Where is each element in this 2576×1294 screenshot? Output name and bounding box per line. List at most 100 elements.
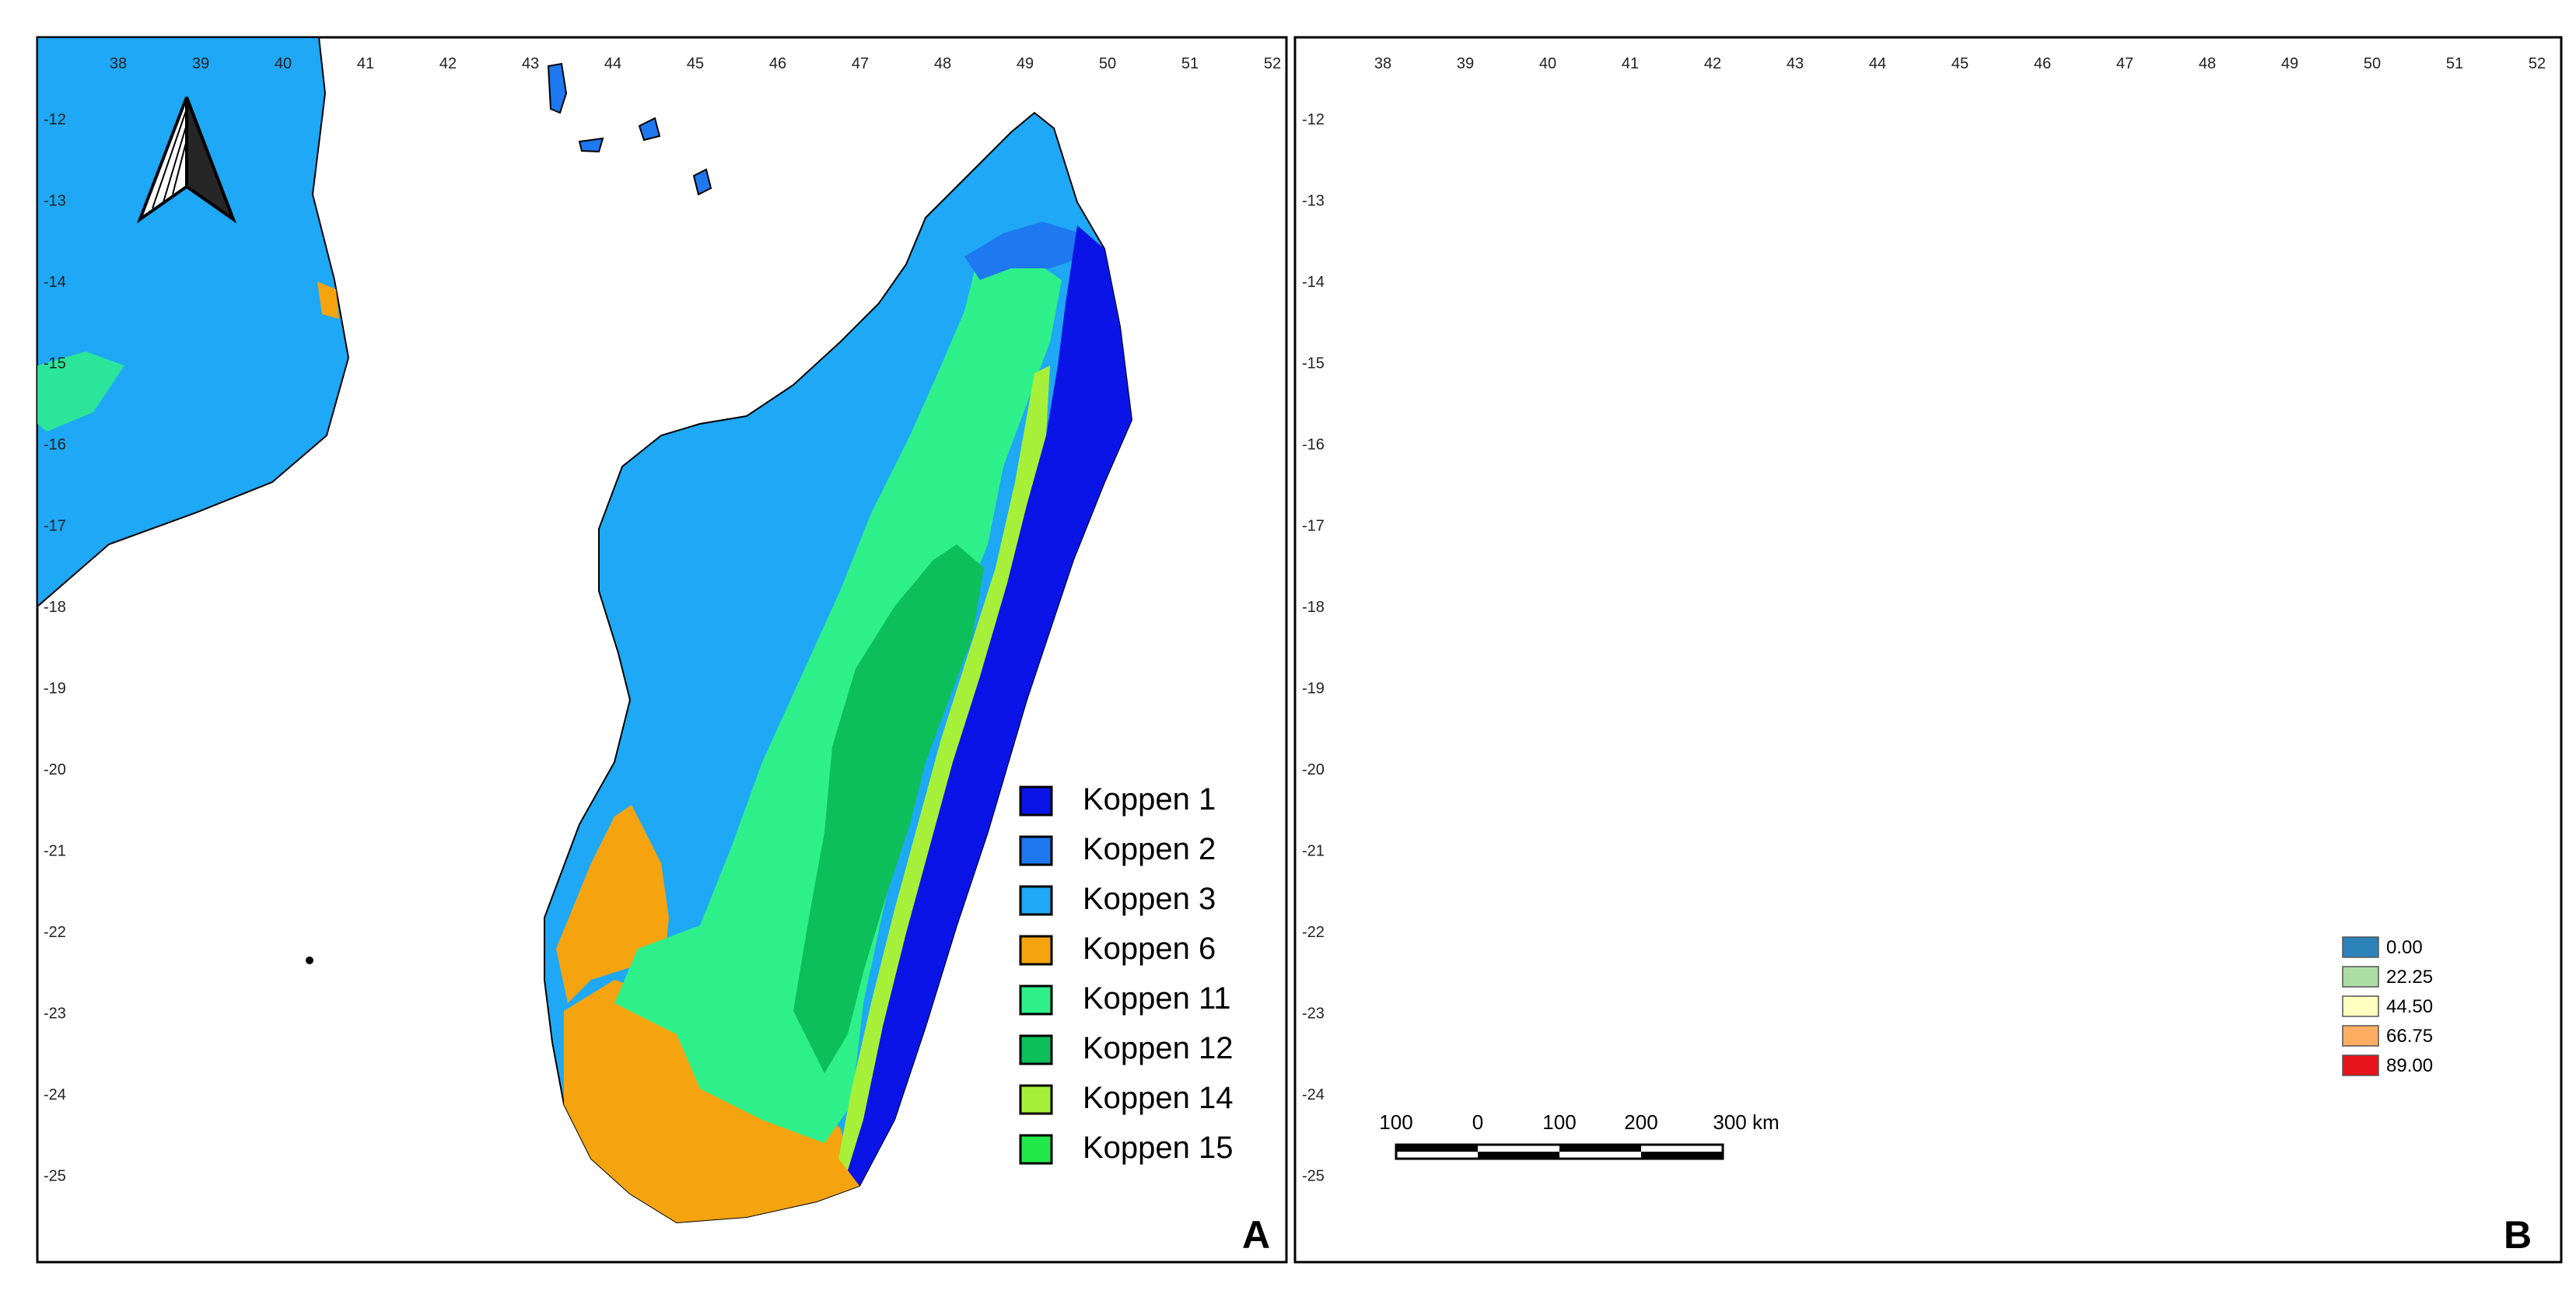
koppen11-region: [614, 257, 1062, 1143]
koppen12-region: [793, 544, 984, 1073]
longitude-tick-label: 40: [275, 55, 292, 72]
longitude-tick-label: 45: [687, 55, 704, 72]
latitude-tick-label: -23: [44, 1005, 66, 1023]
north-arrow-icon: [136, 96, 237, 224]
longitude-tick-label: 52: [2529, 55, 2546, 72]
longitude-tick-label: 46: [2034, 55, 2051, 72]
latitude-tick-label: -23: [1302, 1005, 1325, 1023]
longitude-tick-label: 44: [604, 55, 621, 72]
legend-swatch: [1019, 984, 1053, 1016]
latitude-tick-label: -17: [44, 518, 66, 535]
latitude-tick-label: -25: [44, 1168, 66, 1185]
map-b-elevation-legend: 0.00 22.25 44.50 66.75 89.00: [2342, 936, 2433, 1076]
legend-swatch: [1019, 1034, 1053, 1065]
latitude-tick-label: -14: [1302, 274, 1325, 291]
koppen2-region: [964, 222, 1085, 280]
latitude-tick-label: -12: [1302, 111, 1325, 128]
latitude-tick-label: -14: [44, 274, 66, 291]
longitude-tick-label: 44: [1869, 55, 1886, 72]
longitude-tick-label: 48: [2199, 55, 2216, 72]
legend-swatch: [2342, 1054, 2379, 1076]
legend-swatch: [1019, 935, 1053, 966]
latitude-tick-label: -15: [44, 355, 66, 372]
legend-swatch: [1019, 785, 1053, 817]
latitude-tick-label: -20: [44, 761, 66, 778]
latitude-tick-label: -15: [1302, 355, 1325, 372]
map-b-graticule-labels: 38 39 40 41 42 43 44 45 46 47 48 49 50 51 52 -12 -13 -14 -…: [1302, 55, 2546, 1185]
longitude-tick-label: 43: [522, 55, 539, 72]
latitude-tick-label: -24: [1302, 1086, 1325, 1103]
longitude-tick-label: 49: [2281, 55, 2298, 72]
scale-bar-label: 100: [1542, 1110, 1576, 1134]
legend-swatch: [1019, 1084, 1053, 1115]
legend-label: Koppen 2: [1083, 832, 1216, 866]
longitude-tick-label: 46: [769, 55, 786, 72]
koppen1-region: [848, 226, 1132, 1186]
map-a-legend: Koppen 1 Koppen 2 Koppen 3 Koppen 6 Koppen 1…: [1019, 782, 1234, 1165]
comoros-island-1: [547, 62, 568, 114]
legend-label: Koppen 12: [1083, 1031, 1234, 1065]
latitude-tick-label: -25: [1302, 1168, 1325, 1185]
legend-swatch: [1019, 885, 1053, 916]
latitude-tick-label: -18: [1302, 599, 1325, 616]
legend-swatch: [1019, 835, 1053, 866]
legend-label: 0.00: [2386, 937, 2423, 958]
longitude-tick-label: 50: [2364, 55, 2381, 72]
legend-swatch: [1019, 1134, 1053, 1165]
africa-koppen11-patch: [37, 351, 124, 432]
longitude-tick-label: 40: [1539, 55, 1556, 72]
latitude-tick-label: -20: [1302, 761, 1325, 778]
map-panel-a: 38 39 40 41 42 43 44 45 46 47 48 49 50 51 52 -12 -13 -14 -…: [36, 36, 1288, 1264]
longitude-tick-label: 41: [1622, 55, 1639, 72]
map-b-frame: [1293, 36, 2563, 1264]
map-a-graticule-labels: 38 39 40 41 42 43 44 45 46 47 48 49 50 51 52 -12 -13 -14 -…: [44, 55, 1281, 1185]
longitude-tick-label: 38: [110, 55, 127, 72]
panel-label-a: A: [1242, 1213, 1270, 1257]
longitude-tick-label: 52: [1264, 55, 1281, 72]
scale-bar-label: 300 km: [1713, 1110, 1779, 1134]
latitude-tick-label: -21: [44, 843, 66, 860]
longitude-tick-label: 49: [1017, 55, 1034, 72]
legend-swatch: [2342, 1025, 2379, 1047]
scale-bar-labels: 100 0 100 200 300 km: [1379, 1110, 1779, 1134]
panel-label-b: B: [2504, 1213, 2532, 1257]
scale-bar-label: 0: [1472, 1110, 1483, 1134]
longitude-tick-label: 51: [2446, 55, 2463, 72]
latitude-tick-label: -17: [1302, 518, 1325, 535]
scale-bar-label: 100: [1379, 1110, 1412, 1134]
africa-landmass-a: [37, 37, 350, 608]
latitude-tick-label: -22: [1302, 924, 1325, 941]
legend-label: Koppen 1: [1083, 782, 1216, 817]
legend-swatch: [2342, 936, 2379, 958]
comoros-island-3: [638, 117, 661, 142]
scale-bar: 100 0 100 200 300 km: [1379, 1110, 1780, 1160]
latitude-tick-label: -13: [44, 193, 66, 210]
longitude-tick-label: 41: [357, 55, 374, 72]
legend-label: Koppen 3: [1083, 882, 1216, 916]
longitude-tick-label: 43: [1787, 55, 1804, 72]
scale-bar-label: 200: [1624, 1110, 1657, 1134]
mayotte-island: [692, 168, 712, 196]
latitude-tick-label: -19: [44, 680, 66, 698]
latitude-tick-label: -19: [1302, 680, 1325, 698]
comoros-island-2: [578, 137, 604, 153]
latitude-tick-label: -24: [44, 1086, 66, 1103]
longitude-tick-label: 47: [852, 55, 869, 72]
longitude-tick-label: 39: [192, 55, 209, 72]
longitude-tick-label: 50: [1099, 55, 1116, 72]
legend-swatch: [2342, 995, 2379, 1017]
longitude-tick-label: 38: [1374, 55, 1391, 72]
legend-label: Koppen 6: [1083, 932, 1216, 966]
longitude-tick-label: 48: [934, 55, 951, 72]
longitude-tick-label: 39: [1457, 55, 1474, 72]
legend-label: Koppen 14: [1083, 1081, 1234, 1115]
legend-label: Koppen 15: [1083, 1131, 1234, 1165]
longitude-tick-label: 45: [1951, 55, 1969, 72]
latitude-tick-label: -18: [44, 599, 66, 616]
legend-label: Koppen 11: [1083, 981, 1231, 1016]
latitude-tick-label: -13: [1302, 193, 1325, 210]
legend-label: 22.25: [2386, 967, 2433, 988]
longitude-tick-label: 42: [439, 55, 457, 72]
